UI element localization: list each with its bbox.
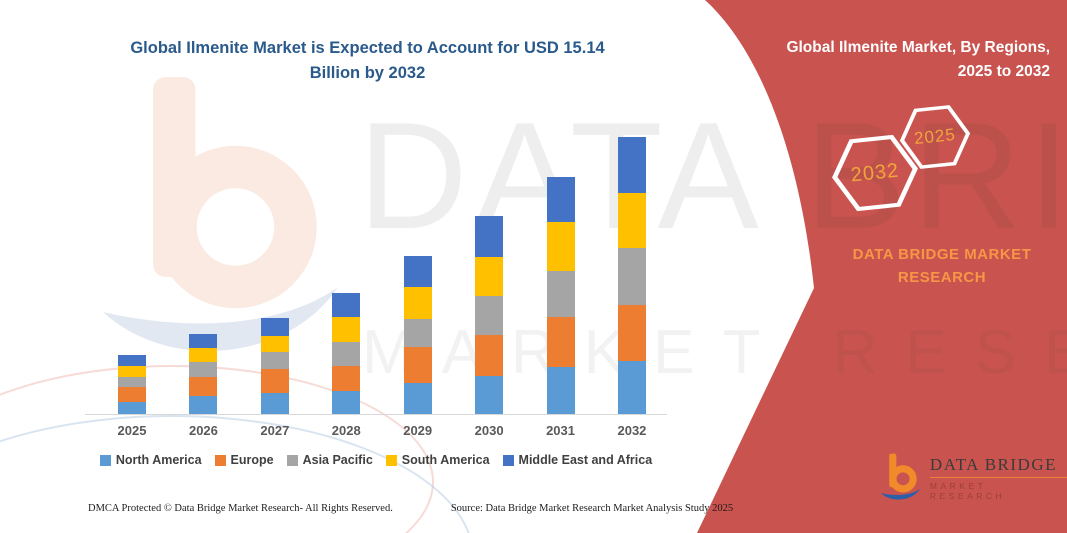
legend-item: Middle East and Africa (502, 453, 653, 467)
bar-segment (475, 375, 504, 414)
bar-segment (332, 317, 361, 342)
brand-text: DATA BRIDGE MARKET RESEARCH (852, 246, 1032, 287)
hexagon-2025-badge: 2025 (896, 102, 974, 171)
bar-2030: 2030 (475, 215, 504, 438)
plot-area: 2025 2026 2027 2028 2029 2030 2031 2032 (85, 120, 667, 438)
bar-segment (403, 347, 432, 384)
legend-swatch-icon (99, 454, 111, 466)
bar-2026: 2026 (189, 333, 218, 438)
x-axis-label: 2030 (474, 423, 504, 438)
bar-segment (403, 383, 432, 414)
bar-segment (118, 365, 146, 378)
dbmr-logo: DATA BRIDGE MARKET RESEARCH (880, 452, 1067, 504)
bar-segment (260, 317, 289, 337)
legend-item: South America (385, 453, 490, 467)
bar-segment (546, 367, 575, 414)
bar-segment (403, 255, 432, 287)
bar-segment (118, 377, 146, 388)
legend-label: North America (115, 453, 202, 467)
legend-label: Europe (230, 453, 274, 467)
panel-title: Global Ilmenite Market, By Regions, 2025… (786, 39, 1050, 81)
bar-2029: 2029 (403, 255, 432, 438)
bar-segment (189, 395, 218, 414)
bar-segment (260, 369, 289, 393)
bar-segment (332, 341, 361, 366)
legend-swatch-icon (385, 454, 397, 466)
bar-segment (475, 335, 504, 376)
bar-segment (189, 333, 218, 349)
bar-segment (260, 336, 289, 353)
bar-segment (118, 387, 146, 402)
bar-segment (260, 352, 289, 370)
legend-swatch-icon (286, 454, 298, 466)
x-axis-label: 2029 (403, 423, 433, 438)
logo-subtitle: MARKET RESEARCH (929, 481, 1006, 501)
dbmr-logo-icon (880, 452, 922, 504)
bar-segment (332, 293, 361, 318)
bar-segment (332, 365, 361, 391)
bar-segment (475, 295, 504, 336)
bar-segment (617, 360, 646, 414)
legend-item: Asia Pacific (286, 453, 373, 467)
hexagon-2025-label: 2025 (913, 124, 957, 149)
bar-segment (189, 362, 218, 378)
bar-segment (617, 137, 646, 193)
legend: North America Europe Asia Pacific South Ame… (85, 453, 667, 467)
bar-2027: 2027 (260, 317, 289, 438)
bar-2032: 2032 (617, 137, 646, 438)
hexagon-icon (899, 105, 971, 169)
logo-name: DATA BRIDGE (929, 455, 1067, 478)
bar-2025: 2025 (118, 355, 146, 438)
bar-segment (475, 256, 504, 296)
x-axis-line (85, 414, 667, 415)
dmca-text: DMCA Protected © Data Bridge Market Rese… (88, 503, 393, 514)
x-axis-label: 2026 (188, 423, 218, 438)
bar-segment (617, 248, 646, 306)
legend-label: South America (401, 453, 490, 467)
legend-item: Europe (214, 453, 274, 467)
bar-segment (260, 393, 289, 414)
hexagon-2032-badge: 2032 (827, 132, 922, 215)
footer: DMCA Protected © Data Bridge Market Rese… (88, 503, 733, 514)
legend-label: Middle East and Africa (518, 453, 653, 467)
bar-2028: 2028 (332, 293, 361, 438)
bar-segment (189, 377, 218, 396)
bar-segment (118, 401, 146, 414)
chart-title: Global Ilmenite Market is Expected to Ac… (130, 39, 605, 82)
bar-segment (403, 286, 432, 319)
legend-label: Asia Pacific (302, 453, 373, 467)
legend-swatch-icon (214, 454, 226, 466)
bar-segment (546, 270, 575, 318)
bar-2031: 2031 (546, 176, 575, 438)
x-axis-label: 2032 (617, 423, 647, 438)
x-axis-label: 2028 (331, 423, 361, 438)
source-text: Source: Data Bridge Market Research Mark… (450, 503, 734, 514)
hexagon-icon (832, 134, 918, 212)
bar-segment (189, 348, 218, 363)
x-axis-label: 2025 (117, 423, 147, 438)
legend-item: North America (99, 453, 202, 467)
bar-segment (332, 390, 361, 414)
bar-segment (118, 355, 146, 366)
bar-segment (617, 305, 646, 361)
bar-segment (546, 176, 575, 223)
bar-segment (617, 192, 646, 249)
bar-segment (475, 215, 504, 257)
bar-segment (403, 318, 432, 348)
legend-swatch-icon (502, 454, 514, 466)
x-axis-label: 2027 (260, 423, 290, 438)
bar-segment (546, 317, 575, 368)
x-axis-label: 2031 (546, 423, 575, 438)
bar-segment (546, 222, 575, 271)
